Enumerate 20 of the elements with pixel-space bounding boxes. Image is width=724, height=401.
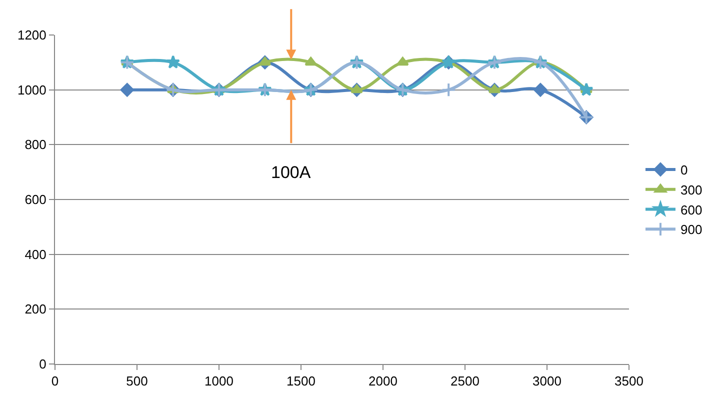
x-tick-label: 2000 bbox=[368, 374, 398, 389]
legend-label: 600 bbox=[680, 202, 702, 218]
x-tick-label: 3500 bbox=[614, 374, 644, 389]
annotation: 100A bbox=[271, 163, 312, 182]
x-tick-label: 2500 bbox=[450, 374, 480, 389]
legend-label: 900 bbox=[680, 222, 702, 238]
x-tick-label: 500 bbox=[126, 374, 148, 389]
y-tick-label: 200 bbox=[24, 302, 46, 317]
x-tick-label: 1000 bbox=[204, 374, 234, 389]
y-tick-label: 0 bbox=[39, 356, 46, 372]
legend-label: 300 bbox=[680, 182, 702, 198]
legend-label: 0 bbox=[680, 162, 688, 178]
x-tick-label: 0 bbox=[51, 374, 59, 389]
x-tick-label: 3000 bbox=[532, 374, 562, 389]
y-tick-label: 800 bbox=[24, 137, 46, 152]
y-tick-label: 400 bbox=[24, 246, 46, 262]
y-tick-label: 600 bbox=[24, 192, 46, 208]
x-tick-label: 1500 bbox=[286, 374, 316, 389]
y-tick-label: 1000 bbox=[17, 82, 46, 98]
y-tick-label: 1200 bbox=[17, 28, 46, 43]
